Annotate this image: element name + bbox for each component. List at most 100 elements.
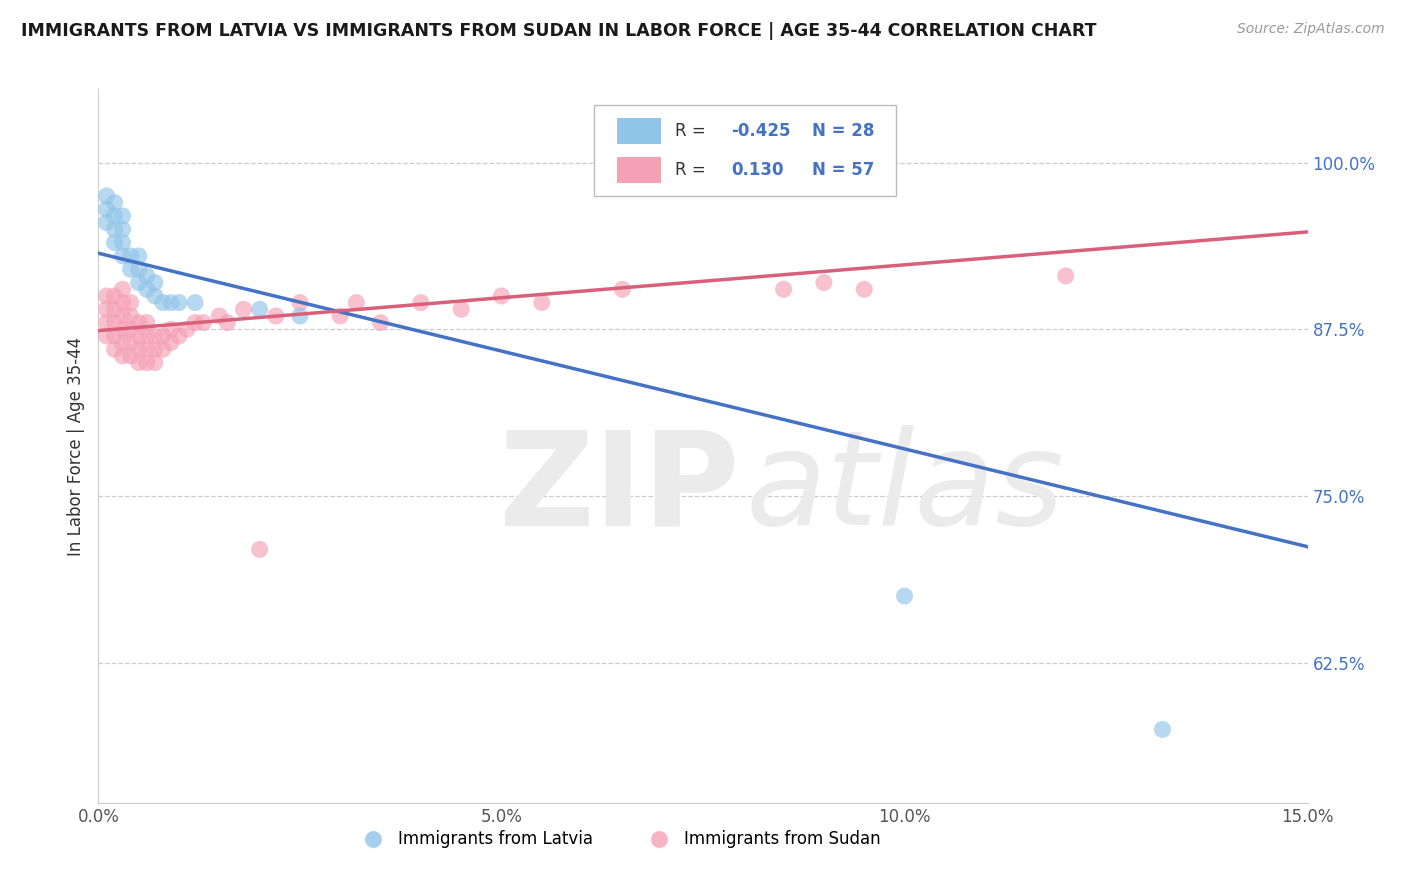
Point bbox=[772, 282, 794, 296]
Point bbox=[135, 268, 157, 283]
Point bbox=[96, 189, 118, 203]
Point bbox=[167, 329, 190, 343]
Point bbox=[103, 209, 125, 223]
Point bbox=[853, 282, 876, 296]
Point bbox=[96, 329, 118, 343]
Point bbox=[96, 216, 118, 230]
Point bbox=[329, 309, 352, 323]
Point bbox=[612, 282, 634, 296]
Point bbox=[193, 316, 215, 330]
Point bbox=[96, 289, 118, 303]
Point bbox=[143, 343, 166, 357]
Text: -0.425: -0.425 bbox=[731, 122, 790, 140]
Point bbox=[111, 349, 134, 363]
Point bbox=[135, 329, 157, 343]
Point bbox=[111, 249, 134, 263]
Point bbox=[120, 262, 142, 277]
Point bbox=[96, 302, 118, 317]
Point bbox=[530, 295, 553, 310]
FancyBboxPatch shape bbox=[617, 119, 661, 144]
Point bbox=[135, 343, 157, 357]
Point bbox=[103, 235, 125, 250]
Point bbox=[120, 295, 142, 310]
Point bbox=[184, 316, 207, 330]
Point bbox=[128, 329, 150, 343]
Point bbox=[120, 309, 142, 323]
Point bbox=[111, 322, 134, 336]
Point bbox=[370, 316, 392, 330]
Point bbox=[249, 542, 271, 557]
Point bbox=[120, 249, 142, 263]
Point bbox=[152, 329, 174, 343]
Text: atlas: atlas bbox=[745, 425, 1064, 552]
Point bbox=[344, 295, 367, 310]
Point bbox=[128, 316, 150, 330]
Point bbox=[167, 295, 190, 310]
Point bbox=[152, 343, 174, 357]
Point bbox=[103, 343, 125, 357]
Text: ZIP: ZIP bbox=[498, 425, 740, 552]
Point bbox=[120, 349, 142, 363]
Point bbox=[120, 335, 142, 350]
Legend: Immigrants from Latvia, Immigrants from Sudan: Immigrants from Latvia, Immigrants from … bbox=[349, 824, 887, 855]
Point bbox=[813, 276, 835, 290]
Point bbox=[491, 289, 513, 303]
Point bbox=[1054, 268, 1077, 283]
Point bbox=[96, 202, 118, 217]
FancyBboxPatch shape bbox=[595, 105, 897, 196]
FancyBboxPatch shape bbox=[617, 157, 661, 183]
Point bbox=[103, 329, 125, 343]
Point bbox=[288, 295, 311, 310]
Text: N = 28: N = 28 bbox=[811, 122, 875, 140]
Point bbox=[111, 335, 134, 350]
Point bbox=[111, 295, 134, 310]
Point bbox=[128, 343, 150, 357]
Point bbox=[160, 335, 183, 350]
Point bbox=[143, 329, 166, 343]
Point bbox=[217, 316, 239, 330]
Point bbox=[893, 589, 915, 603]
Point bbox=[103, 289, 125, 303]
Text: 0.130: 0.130 bbox=[731, 161, 783, 179]
Point bbox=[120, 322, 142, 336]
Point bbox=[152, 295, 174, 310]
Point bbox=[160, 295, 183, 310]
Point bbox=[450, 302, 472, 317]
Point bbox=[135, 282, 157, 296]
Point bbox=[143, 276, 166, 290]
Point bbox=[184, 295, 207, 310]
Text: Source: ZipAtlas.com: Source: ZipAtlas.com bbox=[1237, 22, 1385, 37]
Point bbox=[288, 309, 311, 323]
Point bbox=[143, 289, 166, 303]
Point bbox=[208, 309, 231, 323]
Point bbox=[111, 209, 134, 223]
Text: IMMIGRANTS FROM LATVIA VS IMMIGRANTS FROM SUDAN IN LABOR FORCE | AGE 35-44 CORRE: IMMIGRANTS FROM LATVIA VS IMMIGRANTS FRO… bbox=[21, 22, 1097, 40]
Y-axis label: In Labor Force | Age 35-44: In Labor Force | Age 35-44 bbox=[66, 336, 84, 556]
Point bbox=[111, 222, 134, 236]
Point bbox=[111, 282, 134, 296]
Point bbox=[128, 276, 150, 290]
Point bbox=[96, 316, 118, 330]
Point bbox=[143, 356, 166, 370]
Point bbox=[249, 302, 271, 317]
Point bbox=[232, 302, 254, 317]
Point bbox=[103, 195, 125, 210]
Point bbox=[103, 302, 125, 317]
Point bbox=[128, 356, 150, 370]
Point bbox=[176, 322, 198, 336]
Point bbox=[1152, 723, 1174, 737]
Point bbox=[128, 262, 150, 277]
Point bbox=[135, 356, 157, 370]
Point bbox=[111, 309, 134, 323]
Text: R =: R = bbox=[675, 161, 711, 179]
Point bbox=[103, 222, 125, 236]
Point bbox=[135, 316, 157, 330]
Text: N = 57: N = 57 bbox=[811, 161, 875, 179]
Text: R =: R = bbox=[675, 122, 711, 140]
Point bbox=[103, 316, 125, 330]
Point bbox=[160, 322, 183, 336]
Point bbox=[128, 249, 150, 263]
Point bbox=[409, 295, 432, 310]
Point bbox=[264, 309, 287, 323]
Point bbox=[111, 235, 134, 250]
